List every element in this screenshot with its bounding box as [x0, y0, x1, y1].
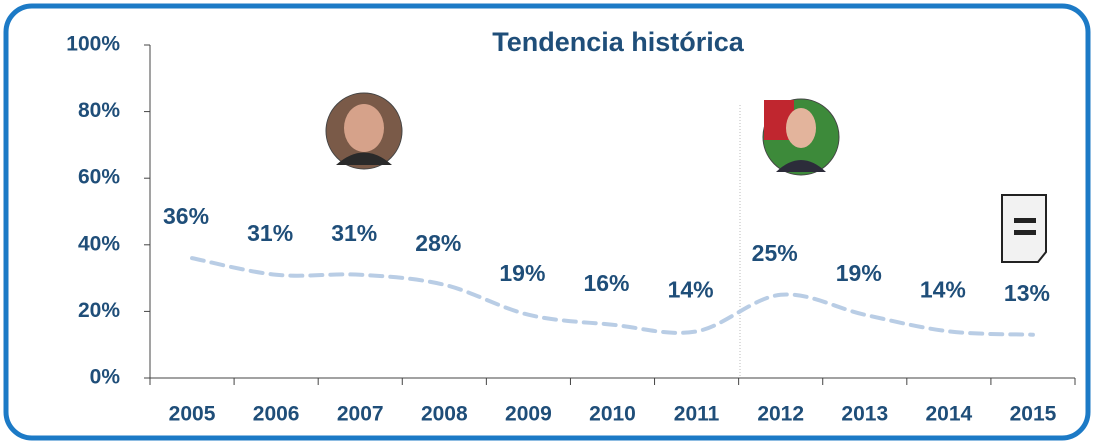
data-label: 14%: [920, 276, 966, 302]
y-tick-label: 0%: [90, 366, 121, 389]
x-tick-label: 2011: [674, 403, 720, 426]
x-tick-label: 2009: [505, 403, 552, 426]
photo-right: [762, 98, 840, 176]
data-label: 36%: [163, 203, 209, 229]
data-label: 14%: [668, 276, 714, 302]
y-tick-label: 20%: [78, 299, 120, 322]
data-label: 31%: [331, 220, 377, 246]
x-tick-label: 2014: [926, 403, 973, 426]
y-tick-label: 80%: [78, 99, 120, 122]
x-tick-label: 2008: [421, 403, 468, 426]
x-tick-label: 2007: [337, 403, 384, 426]
data-label: 31%: [247, 220, 293, 246]
y-tick-label: 40%: [78, 232, 120, 255]
x-tick-label: 2012: [757, 403, 804, 426]
y-tick-label: 60%: [78, 166, 120, 189]
chart-title: Tendencia histórica: [492, 27, 745, 57]
data-label: 19%: [499, 260, 545, 286]
y-tick-label: 100%: [66, 33, 120, 56]
data-label: 16%: [583, 270, 629, 296]
x-tick-label: 2015: [1010, 403, 1057, 426]
x-tick-label: 2005: [169, 403, 216, 426]
data-label: 25%: [752, 240, 798, 266]
data-label: 19%: [836, 260, 882, 286]
data-label: 13%: [1004, 280, 1050, 306]
photo-left: [325, 92, 403, 170]
x-tick-label: 2013: [841, 403, 888, 426]
data-label: 28%: [415, 230, 461, 256]
x-tick-label: 2010: [589, 403, 636, 426]
data-line: [190, 256, 1035, 337]
doc-icon: [1001, 194, 1047, 263]
x-tick-label: 2006: [253, 403, 300, 426]
